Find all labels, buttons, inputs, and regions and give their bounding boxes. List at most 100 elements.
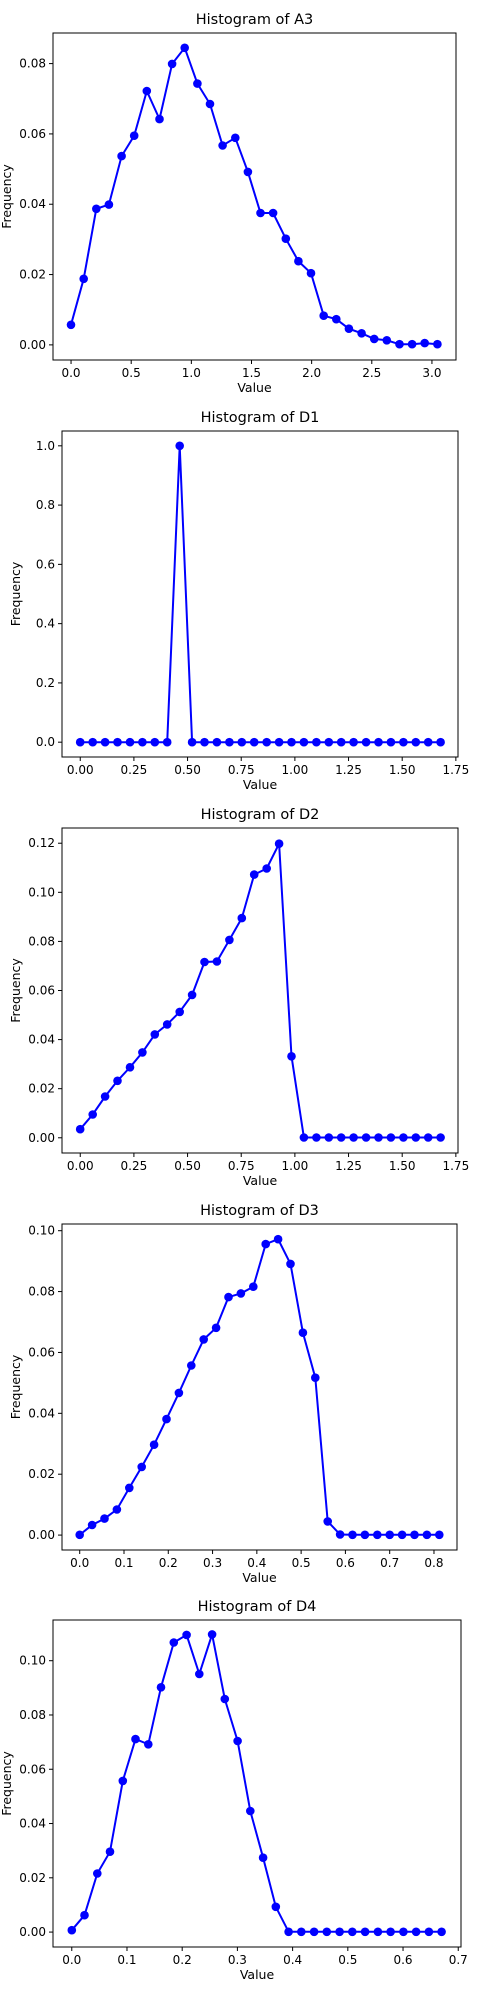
data-point [249,737,259,747]
y-tick-label: 0.02 [28,1467,55,1481]
data-point [336,1133,346,1142]
chart-panel: Histogram of D2 0.00 0.25 0.50 0.75 1.00 1.25 1… [8,807,469,1188]
data-point [205,99,215,109]
data-point [306,268,316,278]
series-line [79,839,441,1139]
x-tick-label: 0.00 [67,763,94,777]
data-point [92,204,101,214]
plot-frame [61,827,459,1154]
data-point [142,86,152,96]
x-tick-label: 0.1 [117,1953,136,1967]
x-tick-label: 0.8 [424,1556,443,1570]
plot-frame [52,1619,462,1948]
y-axis-label: Frequency [0,1751,14,1816]
y-tick-label: 0.02 [28,1082,55,1096]
series-line [79,1237,440,1536]
data-point [262,737,272,747]
x-axis-label: Value [240,1967,275,1982]
x-tick-label: 0.50 [174,1159,201,1173]
x-tick-label: 1.00 [282,763,309,777]
plot-frame [52,32,457,361]
y-tick-label: 0.0 [36,735,55,749]
data-point [311,1373,320,1382]
data-point [423,737,433,747]
data-point [258,1853,268,1862]
data-point [399,1927,408,1937]
data-point [411,1927,421,1937]
data-point [199,1335,208,1344]
data-point [349,737,358,747]
data-point [125,737,135,747]
data-point [162,1414,171,1424]
data-point [193,79,202,88]
data-point [256,208,265,218]
y-tick-label: 0.10 [28,1224,55,1238]
x-axis-label: Value [237,380,272,395]
data-point [287,1052,296,1061]
x-tick-label: 0.7 [449,1953,468,1967]
data-point [374,737,383,747]
data-point [155,114,164,124]
data-point [298,1328,308,1337]
y-tick-label: 0.2 [36,676,55,690]
data-point [344,324,354,334]
y-tick-label: 1.0 [36,439,55,453]
data-point [187,990,197,1000]
x-tick-label: 3.0 [422,366,441,380]
y-tick-label: 0.10 [19,1654,46,1668]
data-point [286,1259,295,1269]
data-point [187,737,197,747]
data-point [249,870,259,879]
y-tick-label: 0.8 [36,498,55,512]
data-point [361,737,371,747]
data-point [294,256,303,266]
data-point [75,1530,84,1540]
y-tick-label: 0.04 [19,197,46,211]
data-point [374,1133,383,1142]
chart-panel: Histogram of D3 0.0 0.1 0.2 0.3 0.4 0.5 0.6 0.7 0… [8,1203,458,1585]
data-point [200,737,209,747]
y-tick-label: 0.00 [28,1131,55,1145]
data-point [93,1869,102,1878]
x-tick-label: 0.2 [173,1953,192,1967]
y-tick-label: 0.08 [28,1285,55,1299]
data-point [373,1927,383,1937]
data-point [385,1530,395,1540]
x-tick-label: 1.00 [282,1159,309,1173]
data-point [225,737,234,747]
x-tick-label: 0.7 [380,1556,399,1570]
x-tick-label: 1.25 [335,1159,362,1173]
x-tick-label: 0.5 [292,1556,311,1570]
y-tick-label: 0.12 [28,836,55,850]
data-point [225,935,234,945]
data-point [137,1462,146,1472]
data-point [268,208,278,218]
x-axis-label: Value [242,1570,277,1585]
data-point [113,737,122,747]
data-point [287,737,296,747]
y-tick-label: 0.08 [28,934,55,948]
data-point [369,334,379,344]
x-tick-label: 0.3 [228,1953,247,1967]
data-point [424,1927,434,1937]
data-point [420,338,430,348]
data-point [174,1388,184,1398]
y-tick-label: 0.10 [28,885,55,899]
x-tick-label: 1.50 [389,1159,416,1173]
x-tick-label: 1.5 [242,366,261,380]
x-tick-label: 0.5 [338,1953,357,1967]
data-point [66,320,76,330]
data-point [113,1076,122,1086]
data-point [274,737,284,747]
data-point [246,1806,255,1816]
data-point [233,1736,242,1746]
data-point [162,1020,172,1029]
data-point [297,1927,306,1937]
x-tick-label: 1.0 [182,366,201,380]
data-point [360,1927,370,1937]
x-tick-label: 2.5 [362,366,381,380]
data-point [79,274,88,284]
chart-title: Histogram of D2 [201,807,320,823]
series-line [80,445,441,744]
